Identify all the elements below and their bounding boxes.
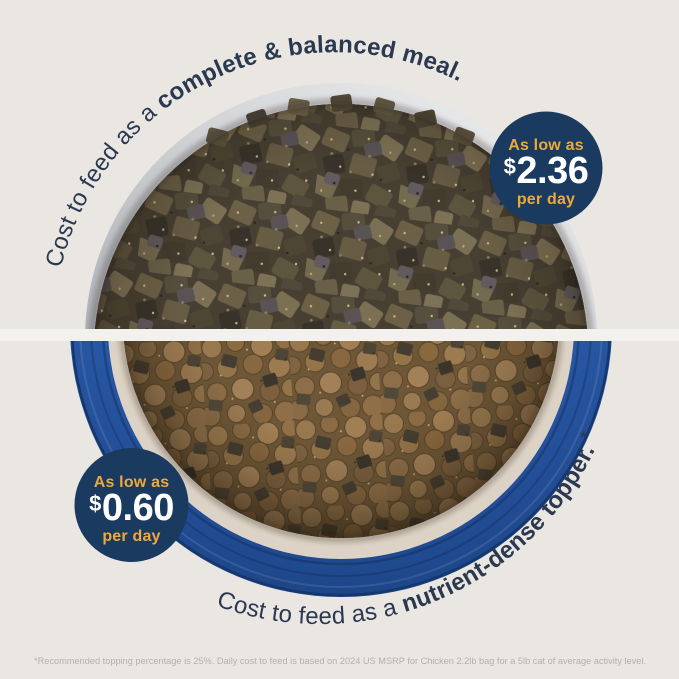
top-bowl-food-shade [95,104,587,329]
badge-currency: $ [89,491,101,516]
bottom-bowl-edge [71,341,611,597]
badge-per-day: per day [102,528,160,545]
divider-band [0,329,679,341]
badge-price: $0.60 [89,487,174,529]
bottom-bowl-inner-shadow [120,341,562,542]
badge-as-low-as: As low as [508,137,584,154]
bottom-bowl-ridge [90,341,592,577]
footnote: *Recommended topping percentage is 25%. … [34,656,646,667]
badge-amount: 0.60 [102,487,174,529]
top-bowl-photo [85,83,597,329]
bottom-bowl-ridge [79,341,603,588]
badge-currency: $ [504,154,516,179]
bottom-bowl-ridge [102,341,580,566]
price-badge-meal: As low as $2.36 per day [489,111,603,225]
price-badge-topper: As low as $0.60 per day [74,448,189,562]
badge-amount: 2.36 [516,150,588,192]
badge-price: $2.36 [504,150,589,192]
badge-circle [489,111,603,225]
badge-as-low-as: As low as [94,474,170,491]
top-bowl-inner-shadow [90,99,592,329]
bottom-bowl-food-shade [124,341,558,538]
badge-per-day: per day [517,191,575,208]
badge-circle [74,448,189,562]
bottom-bowl-photo [70,341,612,597]
